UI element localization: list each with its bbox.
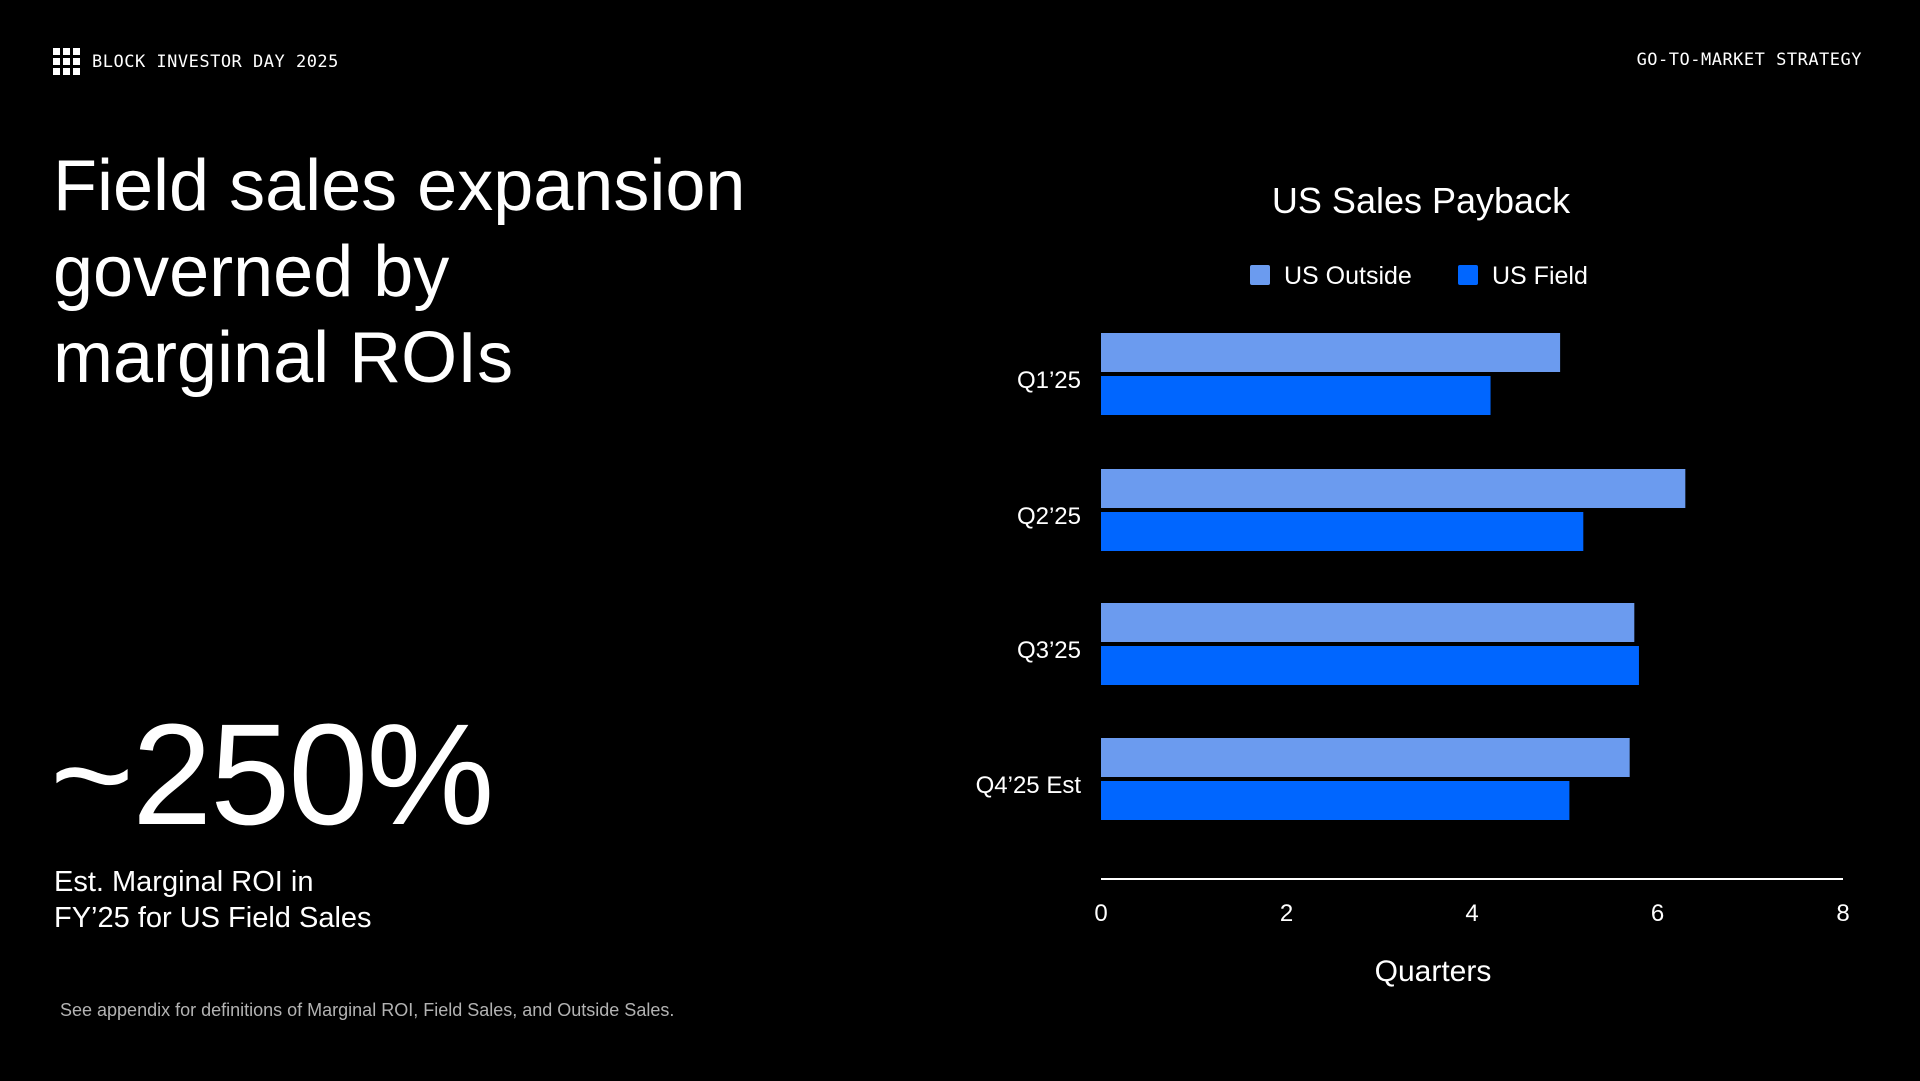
title-line-3: marginal ROIs: [53, 318, 514, 398]
bar-us-outside-3: [1101, 738, 1630, 777]
category-label-1: Q2’25: [1017, 503, 1081, 530]
footnote: See appendix for definitions of Marginal…: [60, 1000, 675, 1020]
caption-line-1: Est. Marginal ROI in: [54, 866, 314, 898]
x-tick-label-2: 4: [1465, 900, 1478, 927]
legend-label-us-outside: US Outside: [1284, 262, 1412, 290]
title-line-2: governed by: [53, 232, 450, 312]
section-label: GO-TO-MARKET STRATEGY: [1636, 50, 1862, 70]
x-tick-label-0: 0: [1094, 900, 1107, 927]
header-brand: BLOCK INVESTOR DAY 2025: [53, 48, 339, 75]
caption-line-2: FY’25 for US Field Sales: [54, 902, 372, 934]
brand-label: BLOCK INVESTOR DAY 2025: [92, 51, 339, 72]
bar-us-outside-1: [1101, 469, 1686, 508]
roi-stat-caption: Est. Marginal ROI in FY’25 for US Field …: [54, 864, 474, 936]
category-label-3: Q4’25 Est: [976, 772, 1082, 799]
legend-swatch-us-field: [1458, 265, 1478, 285]
chart-title: US Sales Payback: [1272, 180, 1571, 221]
bar-us-field-1: [1101, 512, 1584, 551]
x-axis-label: Quarters: [1375, 955, 1492, 988]
bar-us-field-2: [1101, 646, 1639, 685]
bar-us-field-3: [1101, 781, 1570, 820]
bar-us-outside-2: [1101, 603, 1635, 642]
roi-stat-value: ~250%: [50, 694, 494, 855]
bar-us-outside-0: [1101, 333, 1561, 372]
x-tick-label-4: 8: [1836, 900, 1849, 927]
title-line-1: Field sales expansion: [53, 146, 746, 226]
category-label-0: Q1’25: [1017, 367, 1081, 394]
category-label-2: Q3’25: [1017, 637, 1081, 664]
bar-us-field-0: [1101, 376, 1491, 415]
legend-label-us-field: US Field: [1492, 262, 1588, 290]
page-title: Field sales expansion governed by margin…: [53, 143, 853, 401]
x-tick-label-1: 2: [1280, 900, 1293, 927]
block-logo-icon: [53, 48, 80, 75]
legend-swatch-us-outside: [1250, 265, 1270, 285]
x-tick-label-3: 6: [1651, 900, 1664, 927]
